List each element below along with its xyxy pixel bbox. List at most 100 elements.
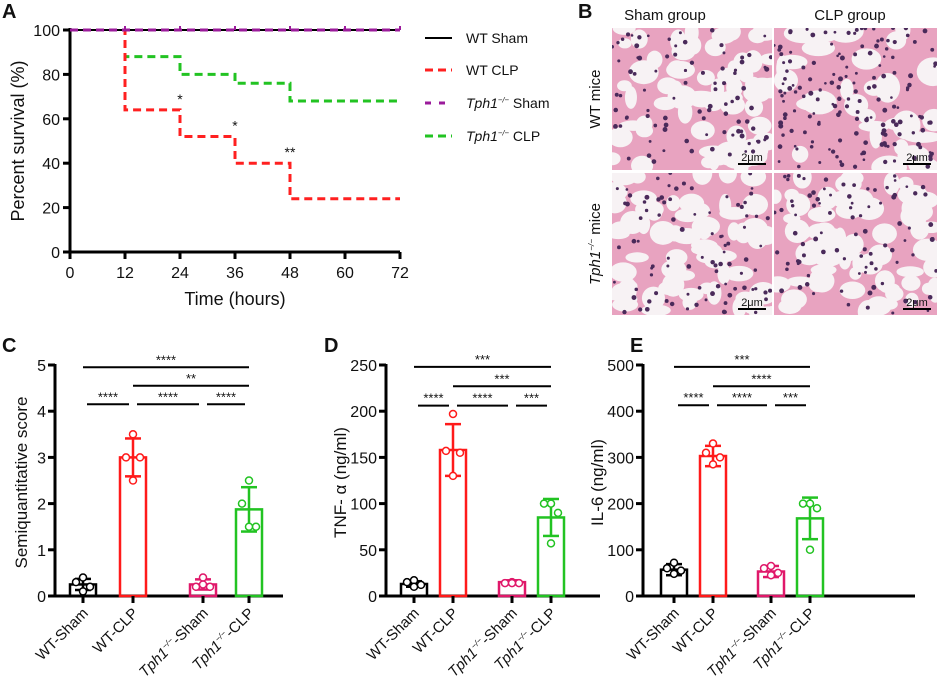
nucleus bbox=[801, 65, 806, 70]
nucleus bbox=[832, 72, 836, 76]
nucleus bbox=[733, 68, 738, 72]
alveolus bbox=[880, 298, 898, 310]
nucleus bbox=[880, 122, 886, 128]
nucleus bbox=[710, 146, 715, 152]
alveolus bbox=[905, 201, 933, 222]
nucleus bbox=[893, 179, 897, 182]
scale-bar-label: 2μm bbox=[906, 297, 928, 309]
y-tick-label: 5 bbox=[37, 358, 46, 375]
nucleus bbox=[863, 140, 868, 145]
tissue bbox=[612, 173, 772, 315]
nucleus bbox=[817, 120, 821, 124]
nucleus bbox=[739, 59, 745, 65]
nucleus bbox=[862, 228, 868, 234]
nucleus bbox=[781, 133, 785, 137]
alveolus bbox=[699, 282, 715, 295]
nucleus bbox=[650, 266, 654, 270]
nucleus bbox=[739, 204, 744, 209]
nucleus bbox=[710, 259, 715, 265]
nucleus bbox=[835, 154, 839, 159]
data-point bbox=[798, 499, 808, 508]
nucleus bbox=[874, 267, 878, 271]
nucleus bbox=[693, 212, 697, 216]
label-italic: Tph1 bbox=[466, 95, 498, 111]
significance-label: *** bbox=[524, 391, 539, 406]
alveolus bbox=[612, 297, 639, 312]
nucleus bbox=[748, 173, 753, 176]
data-point bbox=[78, 587, 88, 596]
nucleus bbox=[683, 68, 688, 73]
nucleus bbox=[626, 32, 631, 37]
nucleus bbox=[778, 120, 784, 126]
nucleus bbox=[790, 199, 794, 203]
y-axis-label: Semiquantitative score bbox=[12, 397, 31, 569]
nucleus bbox=[911, 155, 917, 161]
y-tick-label: 60 bbox=[42, 112, 60, 129]
nucleus bbox=[893, 122, 899, 128]
nucleus bbox=[684, 138, 690, 144]
nucleus bbox=[678, 31, 682, 35]
nucleus bbox=[934, 268, 937, 273]
nucleus bbox=[654, 291, 659, 296]
nucleus bbox=[786, 177, 790, 182]
legend-label: WT Sham bbox=[466, 30, 528, 46]
label-text: -CLP bbox=[783, 605, 819, 641]
nucleus bbox=[852, 164, 858, 169]
x-tick-label: WT-Sham bbox=[33, 605, 92, 664]
y-tick-label: 100 bbox=[33, 23, 60, 40]
nucleus bbox=[834, 248, 840, 253]
nucleus bbox=[638, 307, 643, 312]
data-point bbox=[773, 568, 783, 578]
label-superscript: −/− bbox=[498, 128, 510, 137]
nucleus bbox=[785, 261, 790, 266]
nucleus bbox=[648, 139, 652, 143]
nucleus bbox=[807, 193, 813, 198]
nucleus bbox=[719, 43, 724, 48]
alveolus bbox=[734, 222, 753, 244]
nucleus bbox=[624, 116, 629, 120]
label-text: WT Sham bbox=[466, 30, 528, 46]
nucleus bbox=[689, 148, 695, 154]
alveolus bbox=[774, 276, 791, 293]
data-point bbox=[121, 453, 131, 462]
nucleus bbox=[892, 141, 897, 147]
nucleus bbox=[793, 144, 797, 148]
y-tick-label: 200 bbox=[350, 404, 377, 421]
nucleus bbox=[808, 77, 813, 82]
nucleus bbox=[745, 214, 749, 218]
nucleus bbox=[886, 38, 890, 43]
alveolus bbox=[776, 54, 808, 70]
nucleus bbox=[634, 287, 639, 292]
nucleus bbox=[886, 144, 890, 148]
alveolus bbox=[758, 77, 772, 99]
label-text: CLP bbox=[509, 128, 540, 144]
data-point bbox=[198, 580, 208, 589]
y-tick-label: 0 bbox=[37, 589, 46, 606]
semiquantitative-score-chart: 0 1 2 3 4 5 Semiquantitative score WT-ShamWT-CL… bbox=[12, 352, 283, 679]
alveolus bbox=[916, 57, 937, 87]
nucleus bbox=[797, 259, 802, 265]
nucleus bbox=[679, 227, 685, 232]
nucleus bbox=[720, 66, 725, 71]
nucleus bbox=[918, 145, 923, 150]
alveolus bbox=[682, 295, 697, 310]
significance-star: * bbox=[232, 118, 238, 134]
label-text: WT CLP bbox=[466, 62, 519, 78]
nucleus bbox=[790, 204, 795, 208]
nucleus bbox=[866, 85, 872, 90]
histology-image: 2μm bbox=[612, 28, 772, 170]
nucleus bbox=[714, 269, 719, 274]
nucleus bbox=[763, 134, 769, 140]
nucleus bbox=[808, 90, 814, 96]
nucleus bbox=[927, 294, 933, 300]
y-tick-label: 0 bbox=[51, 245, 60, 262]
nucleus bbox=[781, 82, 785, 86]
nucleus bbox=[723, 301, 728, 305]
nucleus bbox=[723, 243, 727, 248]
nucleus bbox=[791, 84, 795, 87]
panel-label-e: E bbox=[630, 335, 643, 357]
nucleus bbox=[638, 216, 643, 220]
nucleus bbox=[829, 193, 833, 197]
nucleus bbox=[689, 60, 695, 65]
alveolus bbox=[618, 279, 638, 293]
